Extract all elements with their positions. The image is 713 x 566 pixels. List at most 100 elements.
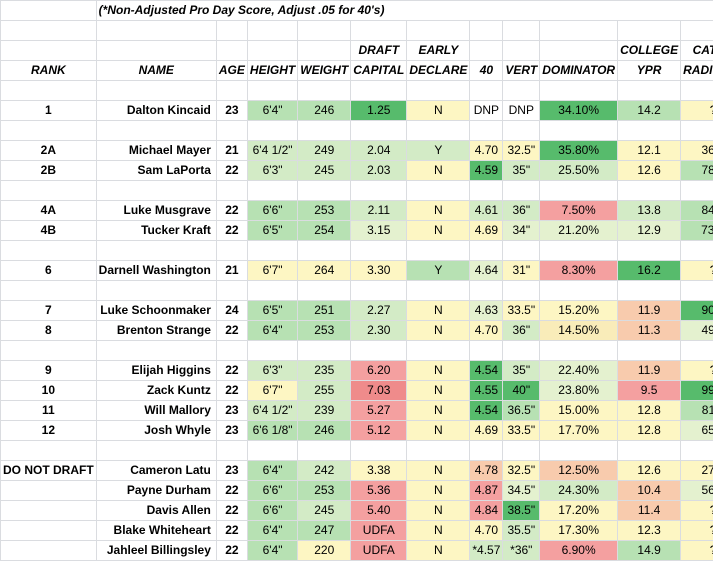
cell-early[interactable]: N (406, 200, 471, 221)
blank-cell[interactable] (539, 180, 619, 201)
cell-early[interactable]: N (406, 380, 471, 401)
blank-cell[interactable] (246, 280, 299, 301)
cell-dominator[interactable]: 7.50% (539, 200, 619, 221)
blank-cell[interactable] (95, 80, 217, 101)
cell-age[interactable]: 23 (215, 420, 248, 441)
blank-cell[interactable] (350, 240, 408, 261)
cell-rank[interactable]: DO NOT DRAFT (0, 460, 97, 481)
blank-cell[interactable] (350, 180, 408, 201)
cell-draft[interactable]: 5.27 (350, 400, 408, 421)
blank-cell[interactable] (469, 340, 504, 361)
cell-catch[interactable]: 27th (680, 460, 713, 481)
blank-cell[interactable] (502, 440, 541, 461)
cell-age[interactable]: 22 (215, 500, 248, 521)
blank-cell[interactable] (680, 280, 713, 301)
cell-forty[interactable]: 4.54 (469, 360, 504, 381)
blank-cell[interactable] (246, 440, 299, 461)
cell-weight[interactable]: 253 (297, 480, 352, 501)
cell-name[interactable]: Luke Musgrave (95, 200, 217, 221)
cell-forty[interactable]: 4.55 (469, 380, 504, 401)
cell-name[interactable]: Luke Schoonmaker (95, 300, 217, 321)
cell-vert[interactable]: 34" (502, 220, 541, 241)
header-early[interactable]: DECLARE (406, 60, 471, 81)
cell-forty[interactable]: 4.69 (469, 220, 504, 241)
blank-cell[interactable] (539, 340, 619, 361)
cell-rank[interactable]: 1 (0, 100, 97, 121)
cell-draft[interactable]: 2.11 (350, 200, 408, 221)
cell-draft[interactable]: 5.12 (350, 420, 408, 441)
cell-vert[interactable]: 35" (502, 160, 541, 181)
cell-rank[interactable] (0, 480, 97, 501)
cell-age[interactable]: 23 (215, 460, 248, 481)
cell-name[interactable]: Will Mallory (95, 400, 217, 421)
blank-cell[interactable] (502, 240, 541, 261)
cell-catch[interactable]: 81st (680, 400, 713, 421)
header-college-top[interactable]: COLLEGE (617, 40, 682, 61)
cell-height[interactable]: 6'4" (246, 100, 299, 121)
cell-ypr[interactable]: 16.2 (617, 260, 682, 281)
cell-ypr[interactable]: 12.6 (617, 160, 682, 181)
blank-cell[interactable] (617, 280, 682, 301)
cell-draft[interactable]: 3.38 (350, 460, 408, 481)
cell-catch[interactable]: 65th (680, 420, 713, 441)
cell-early[interactable]: N (406, 500, 471, 521)
blank-cell[interactable] (617, 440, 682, 461)
blank-cell[interactable] (350, 440, 408, 461)
cell-ypr[interactable]: 9.5 (617, 380, 682, 401)
cell-dominator[interactable]: 17.70% (539, 420, 619, 441)
cell-ypr[interactable]: 10.4 (617, 480, 682, 501)
cell-early[interactable]: N (406, 160, 471, 181)
cell-weight[interactable]: 239 (297, 400, 352, 421)
cell-draft[interactable]: 2.04 (350, 140, 408, 161)
blank-cell[interactable] (297, 180, 352, 201)
cell-forty[interactable]: 4.84 (469, 500, 504, 521)
cell-rank[interactable]: 2B (0, 160, 97, 181)
blank-cell[interactable] (0, 280, 97, 301)
cell-height[interactable]: 6'4" (246, 540, 299, 561)
cell-draft[interactable]: 2.30 (350, 320, 408, 341)
blank-cell[interactable] (502, 340, 541, 361)
cell-draft[interactable]: 5.36 (350, 480, 408, 501)
cell-name[interactable]: Michael Mayer (95, 140, 217, 161)
header-vert[interactable]: VERT (502, 60, 541, 81)
cell-weight[interactable]: 242 (297, 460, 352, 481)
cell-name[interactable]: Davis Allen (95, 500, 217, 521)
header-age[interactable]: AGE (215, 60, 248, 81)
cell-height[interactable]: 6'3" (246, 160, 299, 181)
cell-weight[interactable]: 254 (297, 220, 352, 241)
cell-catch[interactable]: ? (680, 360, 713, 381)
blank-cell[interactable] (215, 280, 248, 301)
cell-draft[interactable]: UDFA (350, 540, 408, 561)
cell-age[interactable]: 23 (215, 100, 248, 121)
cell-weight[interactable]: 245 (297, 160, 352, 181)
blank-cell[interactable] (0, 340, 97, 361)
blank-cell[interactable] (502, 80, 541, 101)
blank-cell[interactable] (469, 80, 504, 101)
cell-vert[interactable]: 35.5" (502, 520, 541, 541)
blank-cell[interactable] (539, 240, 619, 261)
blank-cell[interactable] (246, 80, 299, 101)
cell-catch[interactable]: ? (680, 520, 713, 541)
cell-name[interactable]: Payne Durham (95, 480, 217, 501)
cell-catch[interactable]: ? (680, 260, 713, 281)
blank-cell[interactable] (0, 80, 97, 101)
cell-rank[interactable] (0, 520, 97, 541)
cell-rank[interactable]: 10 (0, 380, 97, 401)
cell-name[interactable]: Jahleel Billingsley (95, 540, 217, 561)
cell-forty[interactable]: 4.78 (469, 460, 504, 481)
cell-draft[interactable]: 3.30 (350, 260, 408, 281)
cell-rank[interactable]: 2A (0, 140, 97, 161)
cell-dominator[interactable]: 12.50% (539, 460, 619, 481)
cell-forty[interactable]: *4.57 (469, 540, 504, 561)
cell-vert[interactable]: 33.5" (502, 420, 541, 441)
blank-cell[interactable] (95, 280, 217, 301)
cell-dominator[interactable]: 25.50% (539, 160, 619, 181)
cell-ypr[interactable]: 11.9 (617, 300, 682, 321)
cell-ypr[interactable]: 11.9 (617, 360, 682, 381)
cell-height[interactable]: 6'6" (246, 480, 299, 501)
cell-vert[interactable]: 34.5" (502, 480, 541, 501)
cell-weight[interactable]: 264 (297, 260, 352, 281)
cell-catch[interactable]: 73rd (680, 220, 713, 241)
blank-cell[interactable] (246, 240, 299, 261)
blank-cell[interactable] (406, 120, 471, 141)
